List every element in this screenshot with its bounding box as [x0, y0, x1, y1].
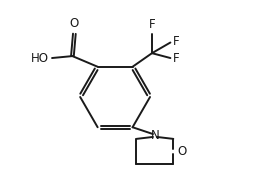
Text: F: F	[149, 18, 155, 31]
Text: F: F	[173, 52, 179, 65]
Text: O: O	[70, 17, 79, 30]
Text: F: F	[173, 35, 179, 48]
Text: HO: HO	[31, 52, 49, 65]
Text: N: N	[150, 128, 159, 141]
Text: O: O	[178, 145, 187, 158]
